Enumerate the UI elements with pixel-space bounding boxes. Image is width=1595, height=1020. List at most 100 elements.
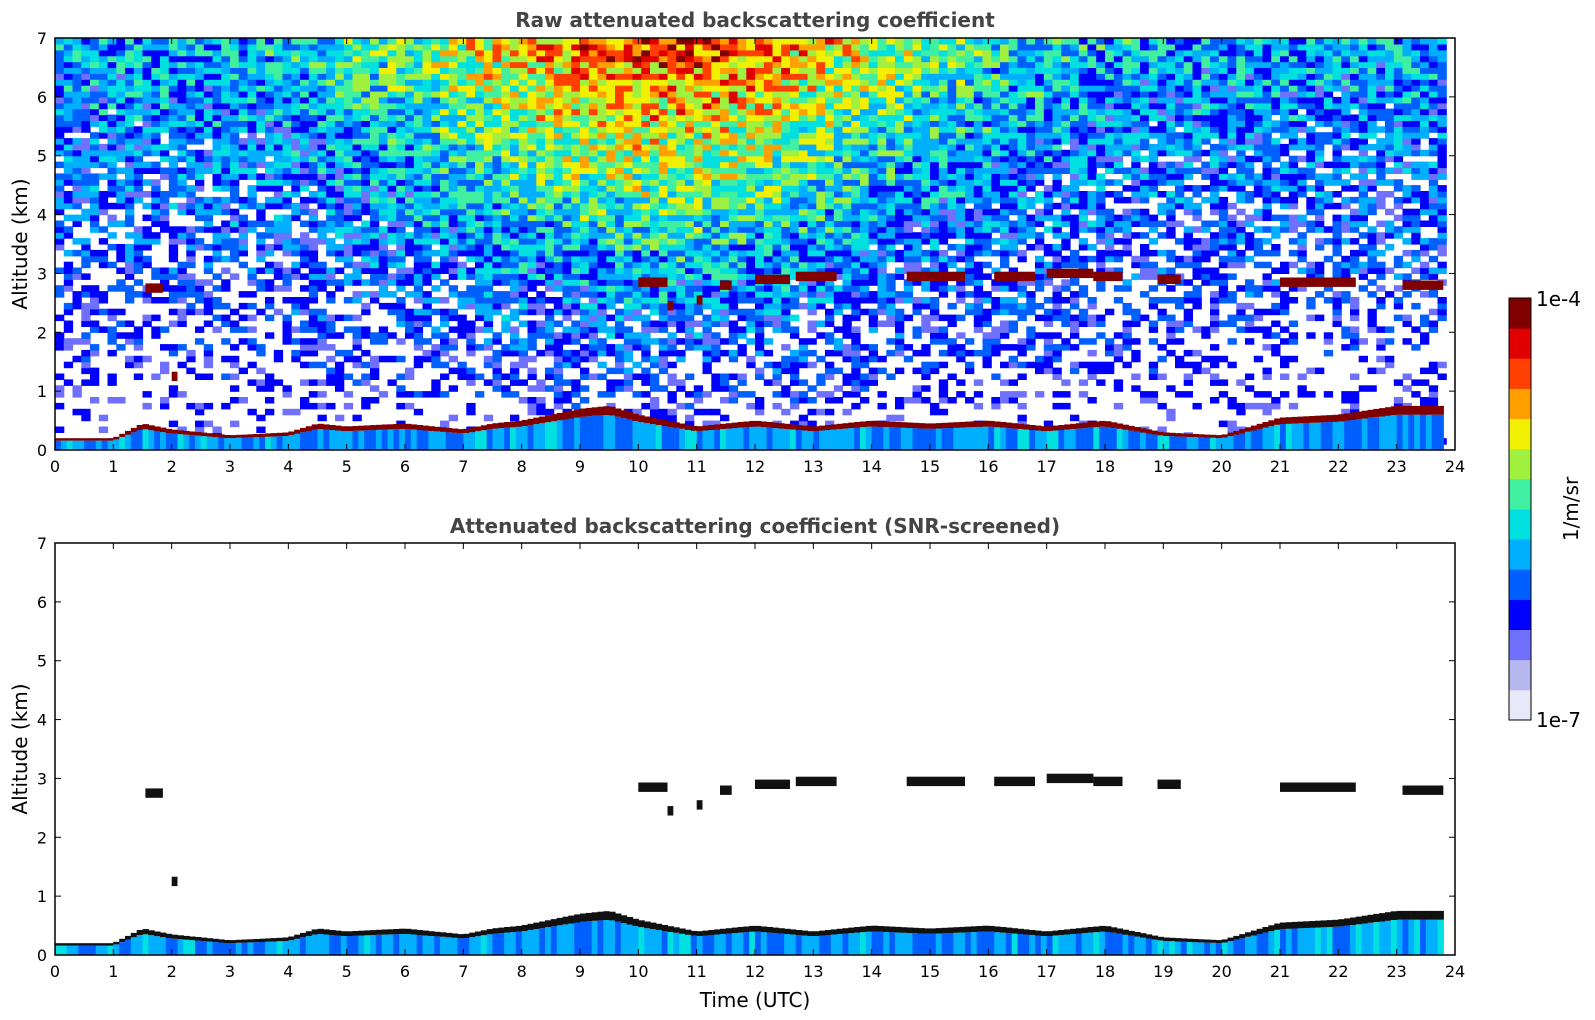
heatmap-cell (177, 102, 187, 110)
heatmap-cell (527, 49, 537, 57)
heatmap-cell (833, 302, 844, 310)
heatmap-cell (203, 91, 214, 98)
heatmap-cell (160, 126, 170, 133)
heatmap-cell (405, 38, 415, 45)
heatmap-cell (763, 61, 774, 68)
heatmap-cell (851, 49, 861, 57)
heatmap-cell (151, 149, 161, 157)
heatmap-cell (518, 244, 528, 251)
heatmap-cell (413, 285, 424, 292)
heatmap-cell (125, 202, 135, 210)
heatmap-cell (667, 114, 677, 121)
heatmap-cell (308, 244, 319, 251)
heatmap-cell (702, 355, 712, 363)
heatmap-cell (842, 179, 852, 186)
heatmap-cell (413, 149, 424, 157)
heatmap-cell (842, 61, 852, 68)
heatmap-cell (387, 114, 397, 121)
heatmap-cell (615, 267, 625, 274)
heatmap-cell (798, 214, 809, 222)
heatmap-cell (352, 226, 362, 233)
heatmap-cell (510, 379, 520, 386)
heatmap-cell (431, 132, 441, 139)
heatmap-cell (107, 85, 117, 92)
heatmap-cell (475, 55, 485, 63)
heatmap-cell (790, 179, 800, 186)
heatmap-cell (580, 385, 590, 392)
heatmap-cell (378, 138, 389, 145)
heatmap-cell (798, 179, 809, 186)
heatmap-cell (448, 138, 458, 145)
heatmap-cell (772, 67, 782, 74)
heatmap-cell (562, 249, 572, 257)
heatmap-cell (833, 244, 844, 251)
heatmap-cell (466, 249, 476, 257)
heatmap-cell (851, 285, 861, 292)
heatmap-cell (632, 373, 642, 380)
heatmap-cell (475, 67, 485, 74)
heatmap-cell (676, 55, 686, 63)
heatmap-cell (553, 220, 564, 227)
heatmap-cell (413, 120, 424, 127)
heatmap-cell (221, 232, 231, 239)
heatmap-cell (571, 108, 581, 116)
heatmap-cell (133, 332, 144, 339)
heatmap-cell (483, 214, 494, 222)
heatmap-cell (720, 179, 730, 186)
heatmap-cell (151, 373, 161, 380)
heatmap-cell (790, 355, 800, 363)
heatmap-cell (868, 349, 878, 357)
heatmap-cell (483, 149, 494, 157)
heatmap-cell (553, 302, 564, 310)
heatmap-cell (667, 232, 677, 239)
heatmap-cell (641, 320, 651, 327)
heatmap-cell (352, 55, 362, 63)
heatmap-cell (125, 120, 135, 127)
heatmap-cell (300, 91, 310, 98)
heatmap-cell (825, 361, 835, 369)
heatmap-cell (518, 320, 528, 327)
heatmap-cell (518, 261, 528, 269)
heatmap-cell (877, 173, 887, 180)
heatmap-cell (492, 49, 502, 57)
heatmap-cell (667, 338, 677, 345)
heatmap-cell (615, 73, 625, 80)
heatmap-cell (545, 102, 555, 110)
heatmap-cell (842, 196, 852, 204)
heatmap-cell (396, 114, 406, 121)
heatmap-cell (195, 61, 205, 68)
heatmap-cell (273, 38, 284, 45)
heatmap-cell (116, 49, 126, 57)
heatmap-cell (90, 155, 100, 163)
heatmap-cell (238, 155, 248, 163)
heatmap-cell (685, 132, 695, 139)
heatmap-cell (842, 214, 852, 222)
heatmap-cell (273, 349, 284, 357)
heatmap-cell (448, 55, 458, 63)
heatmap-cell (238, 167, 248, 174)
heatmap-cell (842, 43, 852, 51)
heatmap-cell (606, 273, 616, 280)
heatmap-cell (650, 73, 660, 80)
heatmap-cell (641, 249, 651, 257)
heatmap-cell (650, 67, 660, 74)
heatmap-cell (527, 73, 537, 80)
heatmap-cell (553, 367, 564, 375)
heatmap-cell (98, 191, 109, 198)
heatmap-cell (396, 61, 406, 68)
heatmap-cell (501, 326, 511, 333)
heatmap-cell (501, 55, 511, 63)
heatmap-cell (685, 185, 695, 192)
heatmap-cell (133, 338, 144, 345)
heatmap-cell (676, 167, 686, 174)
heatmap-cell (763, 167, 774, 174)
heatmap-cell (763, 285, 774, 292)
heatmap-cell (737, 373, 747, 380)
heatmap-cell (55, 114, 65, 121)
heatmap-cell (763, 143, 774, 151)
heatmap-cell (623, 196, 634, 204)
heatmap-cell (667, 202, 677, 210)
heatmap-cell (781, 367, 791, 375)
heatmap-cell (571, 326, 581, 333)
heatmap-cell (230, 120, 240, 127)
